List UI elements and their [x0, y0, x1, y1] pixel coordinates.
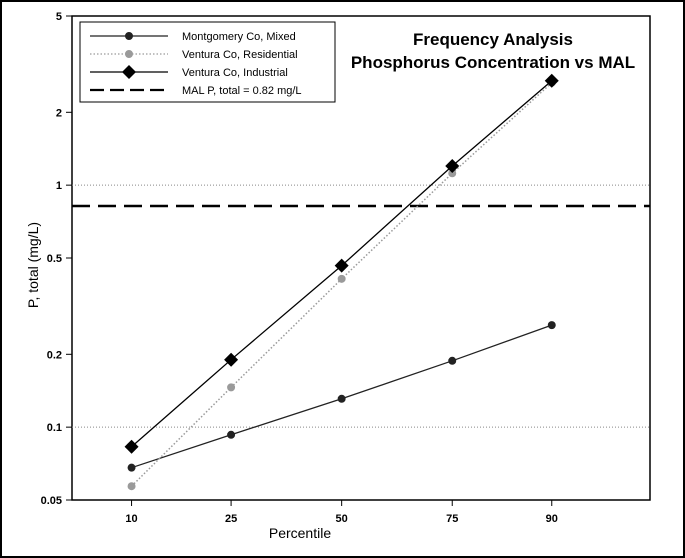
y-tick-label: 0.5	[47, 253, 62, 265]
y-tick-label: 0.2	[47, 349, 62, 361]
data-point	[445, 158, 460, 173]
data-point	[227, 383, 236, 392]
data-point	[224, 352, 239, 367]
x-axis-label: Percentile	[269, 525, 331, 541]
series-0	[127, 321, 556, 472]
y-axis-label: P, total (mg/L)	[25, 222, 41, 308]
legend-label: MAL P, total = 0.82 mg/L	[182, 85, 302, 97]
data-point	[125, 50, 133, 58]
x-tick-label: 10	[125, 513, 137, 525]
chart-title: Frequency Analysis	[413, 30, 573, 49]
series-layer	[124, 73, 559, 491]
data-point	[448, 356, 457, 365]
data-point	[337, 394, 346, 403]
series-2	[124, 73, 559, 454]
x-tick-label: 25	[225, 513, 237, 525]
legend-entry: Ventura Co, Residential	[90, 49, 298, 61]
y-tick-label: 0.1	[47, 422, 62, 434]
legend-entry: Ventura Co, Industrial	[90, 65, 288, 79]
data-point	[227, 430, 236, 439]
legend-label: Ventura Co, Industrial	[182, 67, 288, 79]
legend-entry: Montgomery Co, Mixed	[90, 31, 296, 43]
y-tick-label: 0.05	[41, 495, 62, 507]
data-point	[547, 321, 556, 330]
x-axis-ticks: 10 25 50 75 90	[125, 500, 558, 525]
y-tick-label: 2	[56, 107, 62, 119]
x-tick-label: 50	[336, 513, 348, 525]
gridlines	[72, 184, 650, 428]
legend-label: Montgomery Co, Mixed	[182, 31, 296, 43]
data-point	[544, 73, 559, 88]
legend-label: Ventura Co, Residential	[182, 49, 298, 61]
data-point	[337, 274, 346, 283]
legend: Montgomery Co, Mixed Ventura Co, Resident…	[79, 21, 336, 103]
data-point	[124, 439, 139, 454]
data-point	[125, 32, 133, 40]
legend-entry: MAL P, total = 0.82 mg/L	[90, 85, 302, 97]
x-tick-label: 90	[546, 513, 558, 525]
y-axis-ticks: 0.05 0.1 0.2 0.5 1 2 5	[41, 11, 72, 507]
data-point	[334, 258, 349, 273]
y-tick-label: 5	[56, 11, 62, 23]
y-tick-label: 1	[56, 180, 62, 192]
chart-subtitle: Phosphorus Concentration vs MAL	[351, 53, 635, 72]
x-tick-label: 75	[446, 513, 458, 525]
data-point	[122, 65, 136, 79]
data-point	[127, 463, 136, 472]
data-point	[127, 482, 136, 491]
legend-box	[79, 21, 336, 103]
